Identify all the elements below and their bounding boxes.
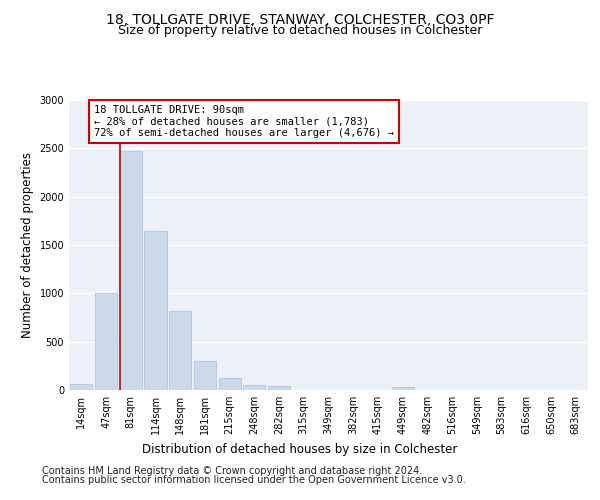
Bar [95,294,117,390]
Text: Distribution of detached houses by size in Colchester: Distribution of detached houses by size … [142,442,458,456]
Bar [70,384,92,390]
Text: 18, TOLLGATE DRIVE, STANWAY, COLCHESTER, CO3 0PF: 18, TOLLGATE DRIVE, STANWAY, COLCHESTER,… [106,12,494,26]
Bar [392,387,414,390]
Text: Contains public sector information licensed under the Open Government Licence v3: Contains public sector information licen… [42,475,466,485]
Text: Contains HM Land Registry data © Crown copyright and database right 2024.: Contains HM Land Registry data © Crown c… [42,466,422,476]
Bar [194,361,216,390]
Text: 18 TOLLGATE DRIVE: 90sqm
← 28% of detached houses are smaller (1,783)
72% of sem: 18 TOLLGATE DRIVE: 90sqm ← 28% of detach… [94,105,394,138]
Bar [243,384,265,390]
Bar [119,151,142,390]
Y-axis label: Number of detached properties: Number of detached properties [21,152,34,338]
Bar [268,386,290,390]
Bar [145,230,167,390]
Bar [218,378,241,390]
Text: Size of property relative to detached houses in Colchester: Size of property relative to detached ho… [118,24,482,37]
Bar [169,310,191,390]
